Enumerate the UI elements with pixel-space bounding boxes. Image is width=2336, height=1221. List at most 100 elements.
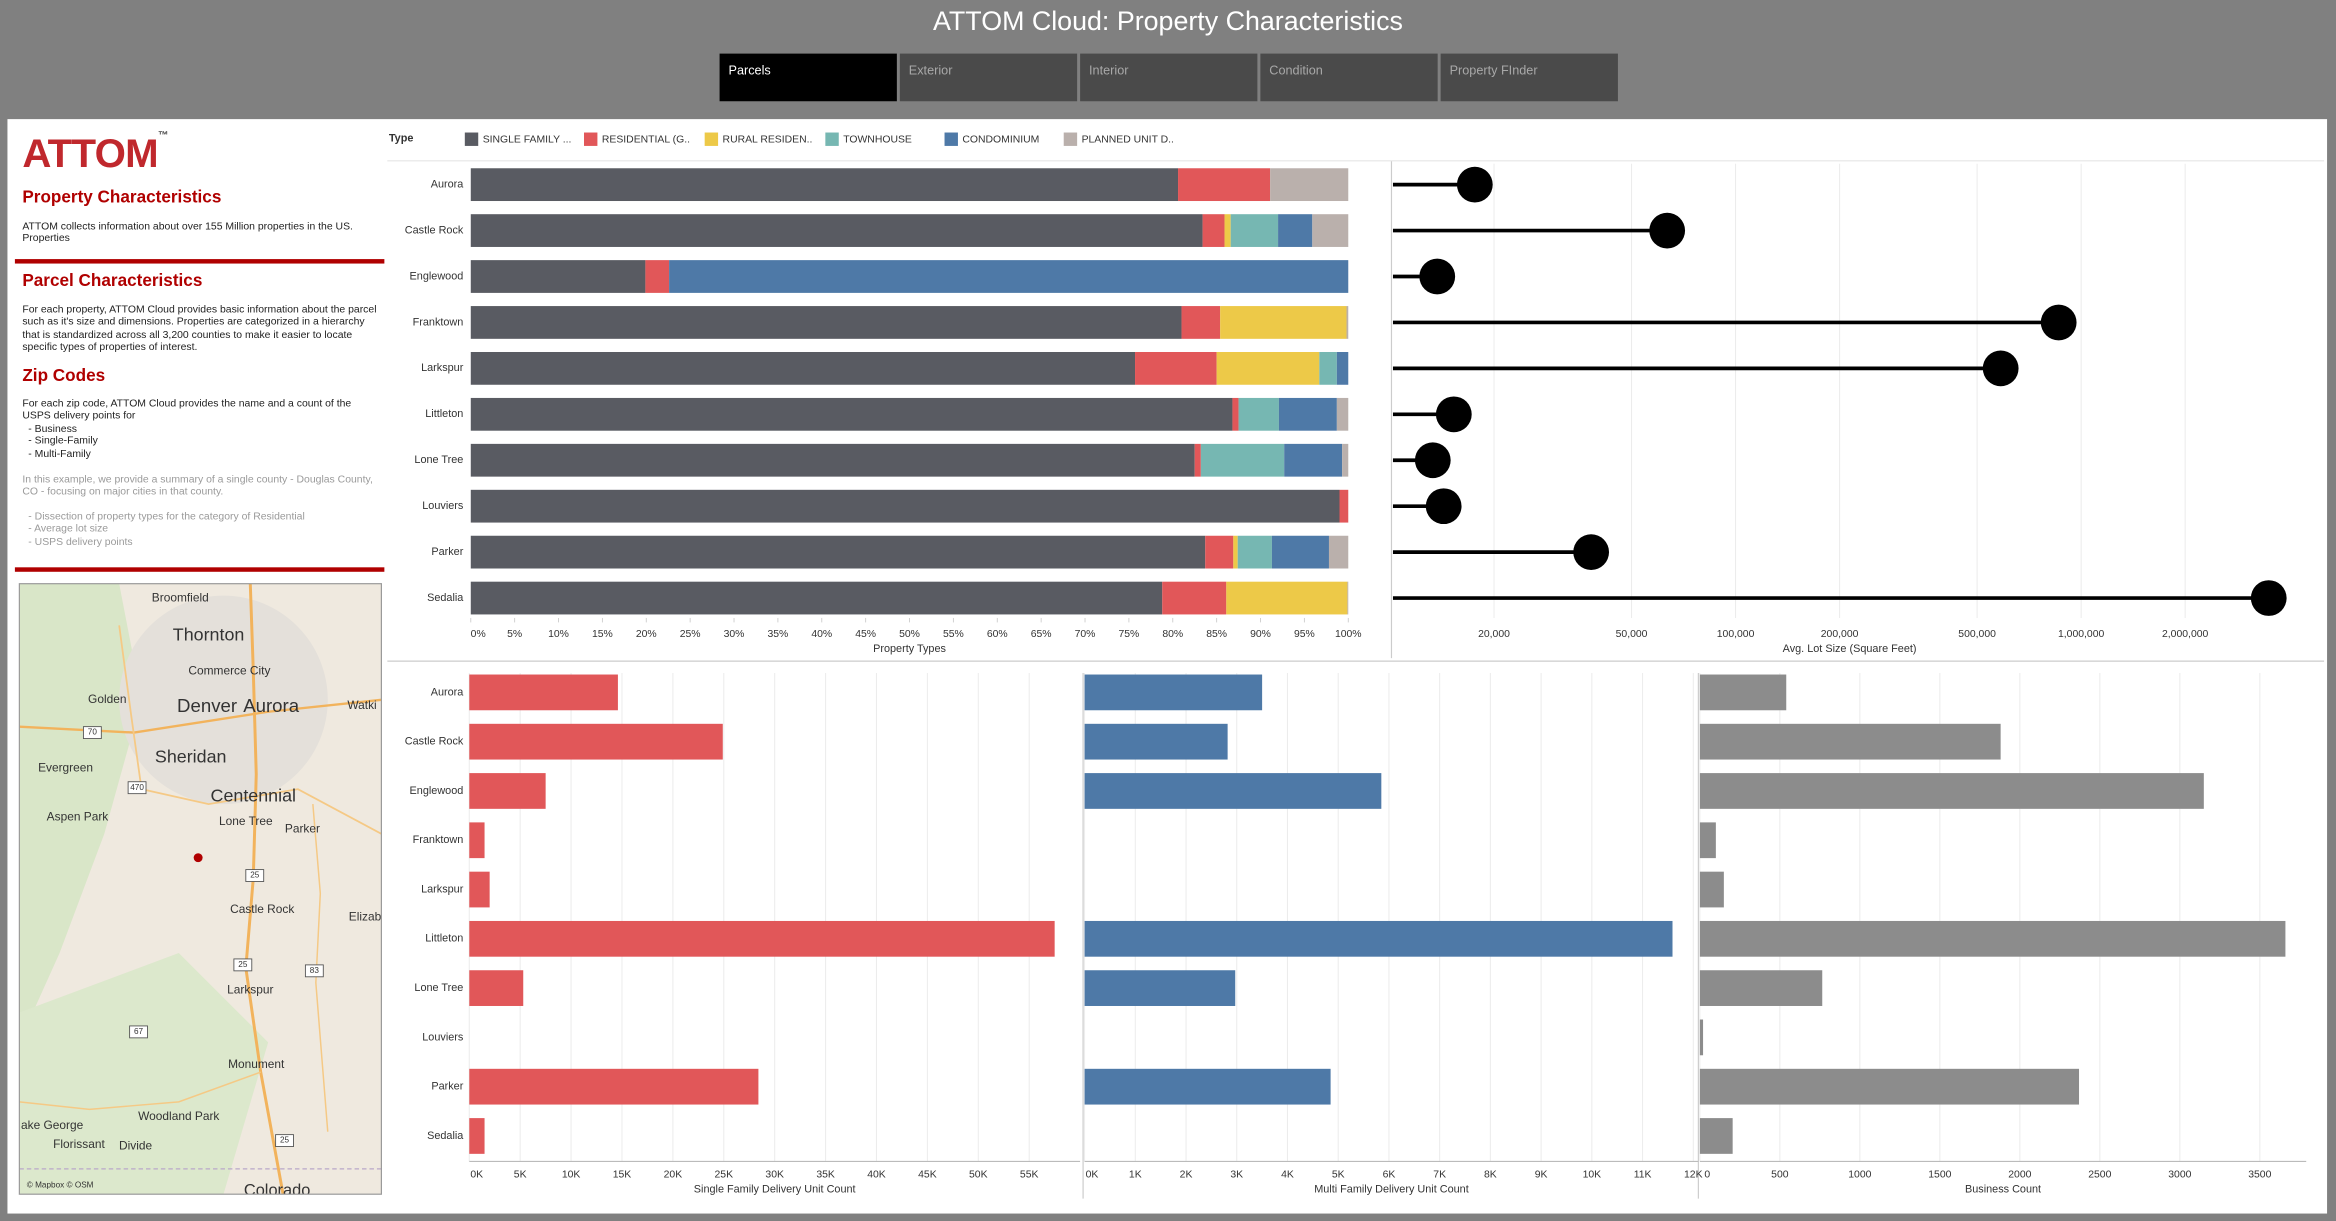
bar-segment <box>470 352 1136 385</box>
lollipop-dot <box>1425 488 1462 525</box>
map-label: Watki <box>347 698 376 712</box>
road <box>19 698 382 734</box>
bar <box>1699 1068 2080 1105</box>
x-tick-label: 100,000 <box>1717 629 1755 640</box>
x-tick-label: 85% <box>1206 629 1227 640</box>
highway-number: 470 <box>130 783 144 792</box>
highway-shield <box>233 958 253 972</box>
category-label: Larkspur <box>421 362 464 374</box>
bar-segment <box>1336 397 1349 431</box>
legend-label: PLANNED UNIT D.. <box>1082 135 1174 146</box>
bar-segment <box>470 489 1340 523</box>
x-tick-label: 20,000 <box>1478 629 1510 640</box>
bar-segment <box>1312 214 1349 247</box>
x-tick-label: 40% <box>811 629 832 640</box>
divider <box>14 259 385 264</box>
bar-segment <box>1319 352 1337 385</box>
sidebar-heading: Property Characteristics <box>22 189 222 207</box>
lollipop-dot <box>1573 534 1610 570</box>
bar-segment <box>1284 443 1343 477</box>
category-label: Larkspur <box>421 883 464 895</box>
content-panel <box>7 119 2328 1214</box>
bar-segment <box>1271 535 1329 569</box>
lollipop-dot <box>1419 258 1456 295</box>
x-tick-label: 65% <box>1031 629 1052 640</box>
category-label: Castle Rock <box>405 224 464 236</box>
category-label: Lone Tree <box>414 454 463 466</box>
bar-segment <box>470 260 646 293</box>
x-tick-label: 2000 <box>2008 1170 2031 1181</box>
tab[interactable]: Parcels <box>719 53 897 102</box>
highway-number: 67 <box>134 1027 144 1036</box>
highway-shield <box>275 1134 294 1147</box>
lollipop-dot <box>1435 396 1472 433</box>
bar <box>1699 1019 1704 1056</box>
bar-segment <box>1202 214 1225 247</box>
x-tick-label: 45% <box>855 629 876 640</box>
tab[interactable]: Property FInder <box>1440 53 1618 102</box>
bar-segment <box>1346 306 1349 339</box>
bar <box>1084 723 1228 760</box>
x-tick-label: 8K <box>1484 1170 1497 1181</box>
category-label: Lone Tree <box>414 982 463 994</box>
x-tick-label: 25% <box>680 629 701 640</box>
bar <box>469 822 485 859</box>
x-tick-label: 4K <box>1281 1170 1294 1181</box>
category-label: Louviers <box>422 500 464 512</box>
x-tick-label: 3500 <box>2248 1170 2271 1181</box>
list-item: - Dissection of property types for the c… <box>28 512 305 523</box>
x-tick-label: 2K <box>1180 1170 1193 1181</box>
list-item: - Average lot size <box>28 524 109 536</box>
x-tick-label: 40K <box>867 1170 886 1181</box>
x-tick-label: 10% <box>548 629 569 640</box>
x-tick-label: 9K <box>1535 1170 1548 1181</box>
x-axis-title: Business Count <box>1965 1184 2041 1196</box>
x-tick-label: 70% <box>1075 629 1096 640</box>
category-label: Sedalia <box>427 1130 464 1142</box>
x-axis-title: Property Types <box>873 643 946 655</box>
bar-segment <box>1178 168 1271 202</box>
x-tick-label: 6K <box>1383 1170 1396 1181</box>
bar <box>469 1118 485 1154</box>
tab[interactable]: Exterior <box>899 53 1078 102</box>
x-tick-label: 0% <box>471 629 486 640</box>
highway-shield <box>129 1025 148 1039</box>
x-tick-label: 1,000,000 <box>2058 629 2105 640</box>
x-tick-label: 100% <box>1335 629 1362 640</box>
x-tick-label: 10K <box>562 1170 581 1181</box>
highway-number: 25 <box>250 871 260 880</box>
x-tick-label: 50,000 <box>1616 629 1648 640</box>
category-label: Parker <box>431 546 463 558</box>
tab[interactable]: Condition <box>1260 53 1438 102</box>
x-tick-label: 30K <box>765 1170 784 1181</box>
map-label: Aspen Park <box>47 810 109 824</box>
map-label: Centennial <box>211 785 296 805</box>
highway-shield <box>82 726 102 740</box>
tab[interactable]: Interior <box>1080 53 1258 102</box>
logo-text: ATTOM <box>22 131 158 176</box>
bar <box>1084 674 1263 711</box>
list-item: - Single-Family <box>28 436 98 448</box>
bar <box>1699 1118 1733 1154</box>
x-tick-label: 7K <box>1433 1170 1446 1181</box>
x-tick-label: 2500 <box>2088 1170 2111 1181</box>
map-label: Florissant <box>53 1137 105 1151</box>
category-label: Franktown <box>413 834 464 846</box>
highway-number: 25 <box>238 960 248 969</box>
urban-area <box>119 595 328 805</box>
x-tick-label: 11K <box>1634 1170 1652 1181</box>
bar-segment <box>1232 397 1239 431</box>
map-label: Commerce City <box>188 664 270 678</box>
highway-shield <box>304 964 324 978</box>
x-tick-label: 1000 <box>1848 1170 1871 1181</box>
category-label: Louviers <box>422 1031 464 1043</box>
x-axis-title: Avg. Lot Size (Square Feet) <box>1783 643 1917 655</box>
x-tick-label: 90% <box>1250 629 1271 640</box>
lollipop-dot <box>2040 304 2077 341</box>
x-axis-title: Single Family Delivery Unit Count <box>694 1184 856 1196</box>
legend-label: SINGLE FAMILY ... <box>483 135 572 146</box>
map-label: Sheridan <box>155 747 227 767</box>
x-tick-label: 3K <box>1230 1170 1243 1181</box>
x-tick-label: 55% <box>943 629 964 640</box>
